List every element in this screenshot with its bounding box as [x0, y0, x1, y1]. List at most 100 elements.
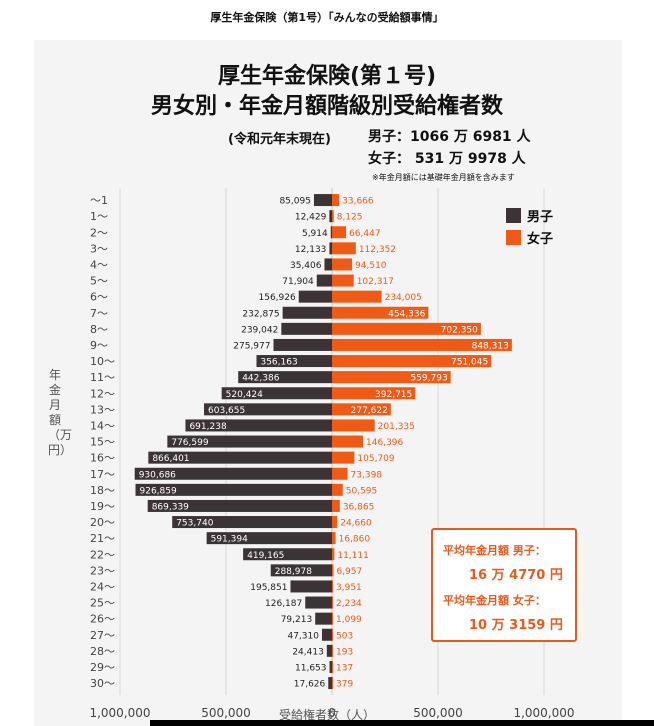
x-tick-label: 1,000,000 [89, 706, 150, 720]
female-bar [332, 516, 338, 529]
male-bar [324, 258, 332, 271]
female-value-label: 848,313 [472, 341, 509, 351]
male-value-label: 47,310 [287, 631, 319, 641]
female-value-label: 11,111 [337, 551, 369, 561]
avg-male-value: 16 万 4770 円 [469, 568, 563, 583]
male-bar [273, 338, 332, 351]
female-bar [332, 355, 492, 368]
male-bar [167, 435, 332, 448]
male-bar [290, 580, 332, 593]
female-bar [332, 580, 333, 593]
male-value-label: 71,904 [282, 277, 314, 287]
male-bar [243, 548, 332, 561]
female-total: 女子： 531 万 9978 人 [368, 151, 526, 167]
male-bar [298, 290, 332, 303]
female-value-label: 503 [336, 631, 353, 641]
female-value-label: 234,005 [385, 293, 422, 303]
category-label: 10～ [90, 355, 115, 368]
female-bar [332, 210, 334, 223]
category-label: 15～ [90, 436, 115, 449]
male-value-label: 11,653 [295, 663, 327, 673]
male-bar [148, 451, 332, 464]
category-label: 28～ [90, 645, 115, 658]
category-label: 7～ [90, 307, 108, 320]
x-tick-label: 500,000 [413, 706, 463, 720]
female-value-label: 6,957 [336, 567, 362, 577]
y-axis-label: 年金月額（万円） [48, 368, 73, 457]
female-bar [332, 403, 391, 416]
female-bar [332, 677, 333, 690]
male-bar [256, 355, 332, 368]
average-box: 平均年金月額 男子： 16 万 4770 円 平均年金月額 女子： 10 万 3… [431, 528, 577, 642]
category-label: 16～ [90, 452, 115, 465]
female-bar [332, 548, 335, 561]
female-bar [332, 338, 512, 351]
legend-item-female: 女子 [506, 226, 553, 248]
legend-swatch-female [506, 229, 521, 245]
category-label: 8～ [90, 323, 108, 336]
category-label: 21～ [90, 532, 115, 545]
bottom-strip [150, 720, 654, 726]
female-bar [332, 451, 355, 464]
male-value-label: 520,424 [226, 390, 263, 400]
x-tick-label: 1,000,000 [513, 706, 574, 720]
category-label: 19～ [90, 500, 115, 513]
female-value-label: 379 [336, 680, 353, 690]
female-bar [332, 532, 336, 545]
male-value-label: 12,429 [295, 213, 327, 223]
category-label: 23～ [90, 564, 115, 577]
male-bar [305, 596, 332, 609]
male-bar [328, 677, 332, 690]
male-value-label: 156,926 [259, 293, 296, 303]
male-bar [134, 467, 332, 480]
female-bar [332, 435, 364, 448]
female-value-label: 50,595 [346, 486, 378, 496]
category-label: 1～ [90, 210, 108, 223]
legend-swatch-male [506, 207, 521, 223]
female-value-label: 102,317 [357, 277, 394, 287]
male-bar [147, 499, 332, 512]
female-bar [332, 274, 354, 287]
female-bar [332, 644, 333, 657]
avg-male-label: 平均年金月額 男子： [443, 544, 546, 557]
category-label: 25～ [90, 597, 115, 610]
male-value-label: 356,163 [260, 358, 297, 368]
female-bar [332, 322, 481, 335]
chart-subtitle: 男女別・年金月額階級別受給権者数 [150, 94, 503, 119]
category-label: 18～ [90, 484, 115, 497]
female-bar [332, 628, 333, 641]
male-bar [313, 194, 332, 207]
female-bar [332, 306, 429, 319]
female-value-label: 193 [336, 647, 353, 657]
avg-female-value: 10 万 3159 円 [469, 618, 563, 633]
male-value-label: 753,740 [176, 519, 213, 529]
female-value-label: 33,666 [342, 197, 374, 207]
male-value-label: 24,413 [292, 647, 324, 657]
male-value-label: 126,187 [265, 599, 302, 609]
male-bar [135, 483, 332, 496]
female-value-label: 112,352 [359, 245, 396, 255]
category-label: 30～ [90, 677, 115, 690]
category-label: 24～ [90, 580, 115, 593]
male-value-label: 691,238 [189, 422, 226, 432]
female-value-label: 201,335 [378, 422, 415, 432]
male-bar [238, 371, 332, 384]
category-label: 29～ [90, 661, 115, 674]
chart-title: 厚生年金保険(第１号) [217, 64, 437, 89]
female-value-label: 36,865 [343, 502, 375, 512]
category-label: 11～ [90, 371, 115, 384]
page-header: 厚生年金保険（第1号）「みんなの受給額事情」 [0, 0, 654, 40]
female-value-label: 105,709 [357, 454, 394, 464]
female-value-label: 454,336 [388, 309, 425, 319]
male-value-label: 79,213 [281, 615, 313, 625]
male-value-label: 926,859 [140, 486, 177, 496]
male-value-label: 275,977 [233, 341, 270, 351]
category-label: 6～ [90, 291, 108, 304]
male-value-label: 232,875 [242, 309, 279, 319]
male-bar [329, 210, 332, 223]
male-value-label: 603,655 [208, 406, 245, 416]
female-value-label: 751,045 [451, 358, 488, 368]
female-bar [332, 242, 356, 255]
male-bar [315, 612, 332, 625]
female-bar [332, 290, 382, 303]
